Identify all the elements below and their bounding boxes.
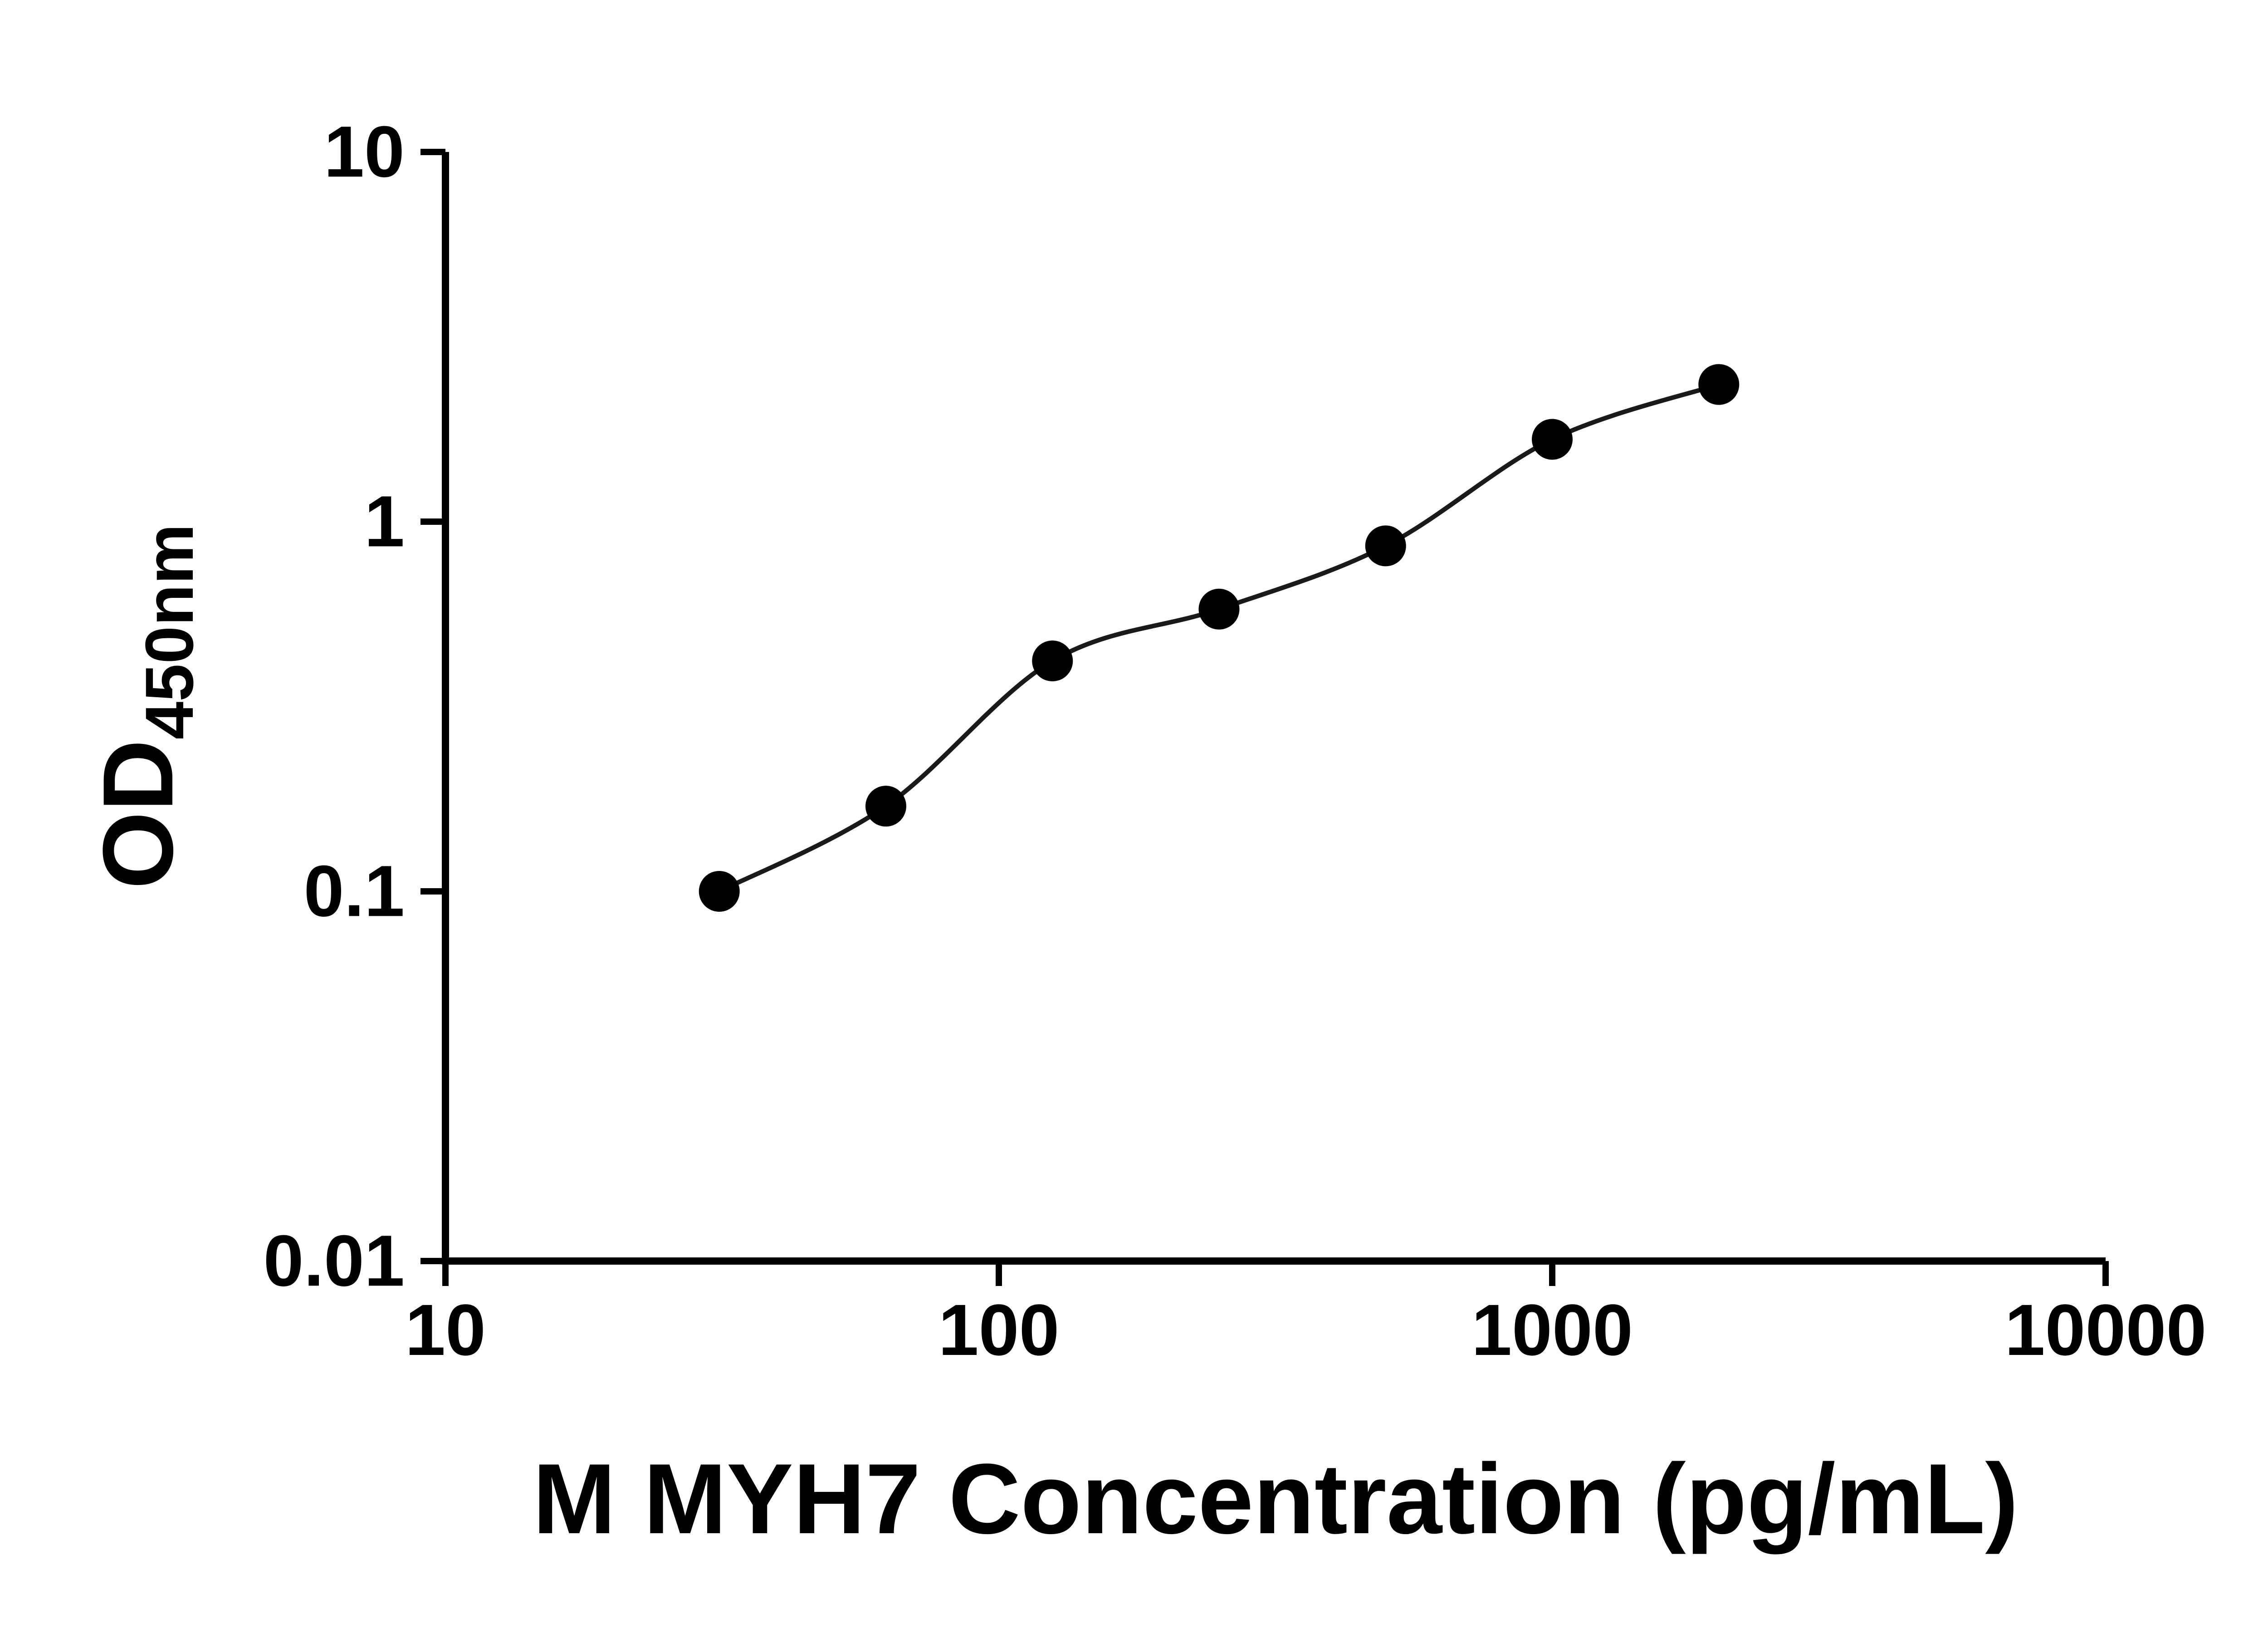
x-tick-label: 1000 [1471,1289,1633,1370]
y-tick-label: 0.01 [264,1220,405,1301]
data-point [1198,588,1240,630]
y-axis-title: OD450nm [82,524,207,889]
data-point [699,871,740,912]
x-axis-title: M MYH7 Concentration (pg/mL) [533,1443,2018,1555]
chart-render-root: 10 100 1000 10000 0.01 0.1 1 10 M MYH7 Concentra… [82,111,2206,1555]
data-point [1032,640,1073,682]
y-tick-label: 0.1 [304,850,405,931]
x-tick-label: 10000 [2005,1289,2207,1370]
data-point [1698,364,1740,405]
x-tick-label: 100 [938,1289,1060,1370]
data-point [1532,419,1573,460]
data-point [1365,525,1406,567]
data-point [865,786,906,827]
y-tick-label: 10 [324,111,405,192]
x-tick-label: 10 [405,1289,486,1370]
y-tick-label: 1 [364,480,405,562]
